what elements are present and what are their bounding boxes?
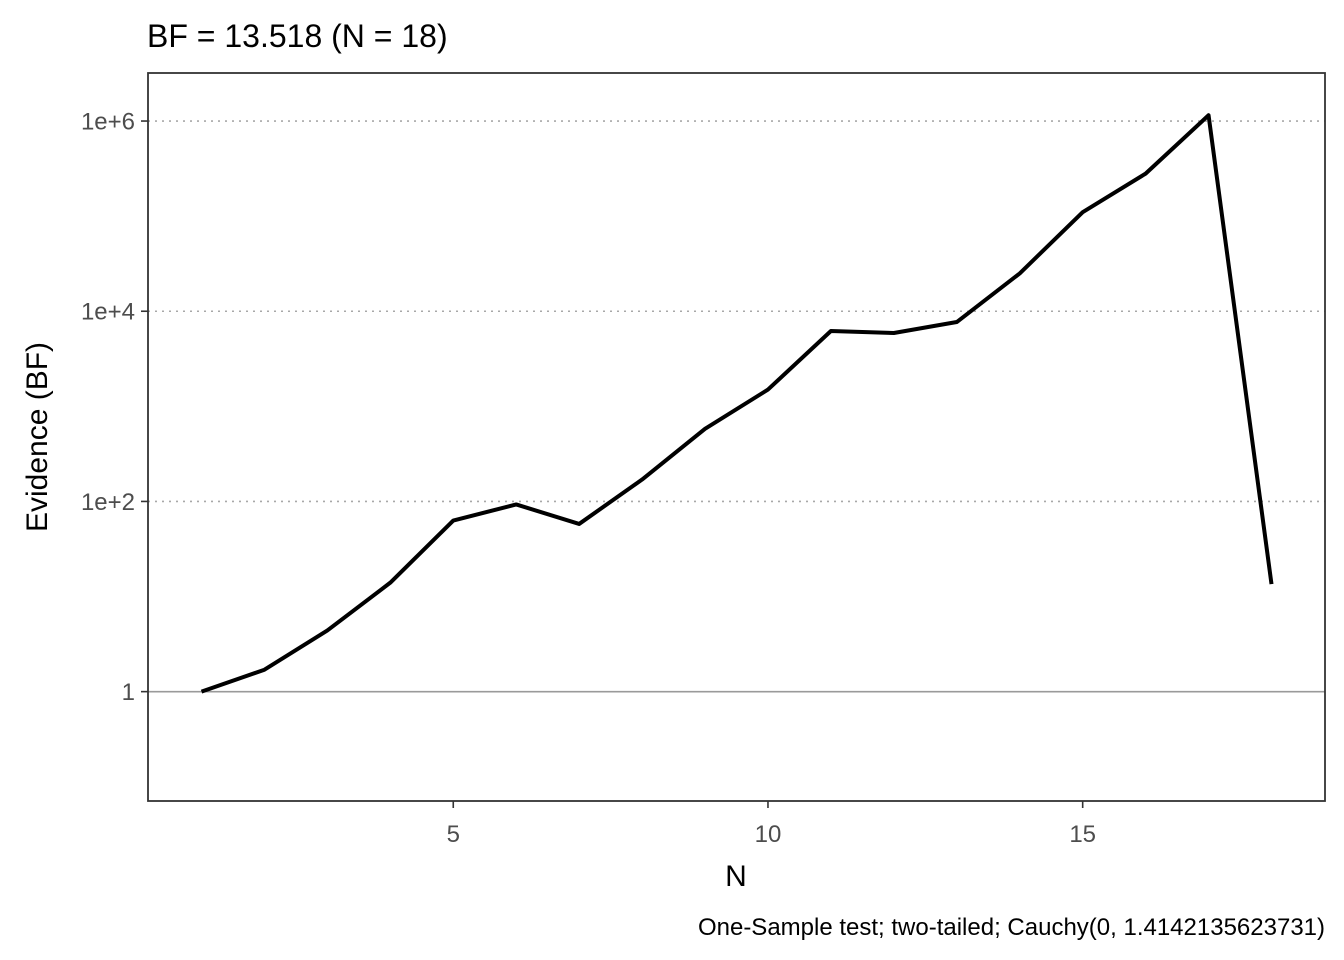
series-line (200, 113, 1274, 694)
chart-title: BF = 13.518 (N = 18) (147, 18, 448, 54)
x-tick-label: 10 (755, 821, 782, 848)
y-tick-label: 1e+6 (81, 109, 135, 136)
x-axis-title: N (725, 860, 747, 893)
x-tick-label: 15 (1069, 821, 1096, 848)
chart-caption: One-Sample test; two-tailed; Cauchy(0, 1… (698, 914, 1325, 941)
y-tick-label: 1e+2 (81, 489, 135, 516)
y-axis: 1 1e+2 1e+4 1e+6 (81, 109, 148, 706)
y-axis-title: Evidence (BF) (21, 342, 54, 532)
y-tick-label: 1e+4 (81, 299, 135, 326)
y-tick-label: 1 (122, 679, 135, 706)
grid-lines (148, 120, 1325, 503)
x-axis: 5 10 15 (447, 801, 1096, 848)
panel-border (147, 72, 1326, 802)
x-tick-label: 5 (447, 821, 460, 848)
